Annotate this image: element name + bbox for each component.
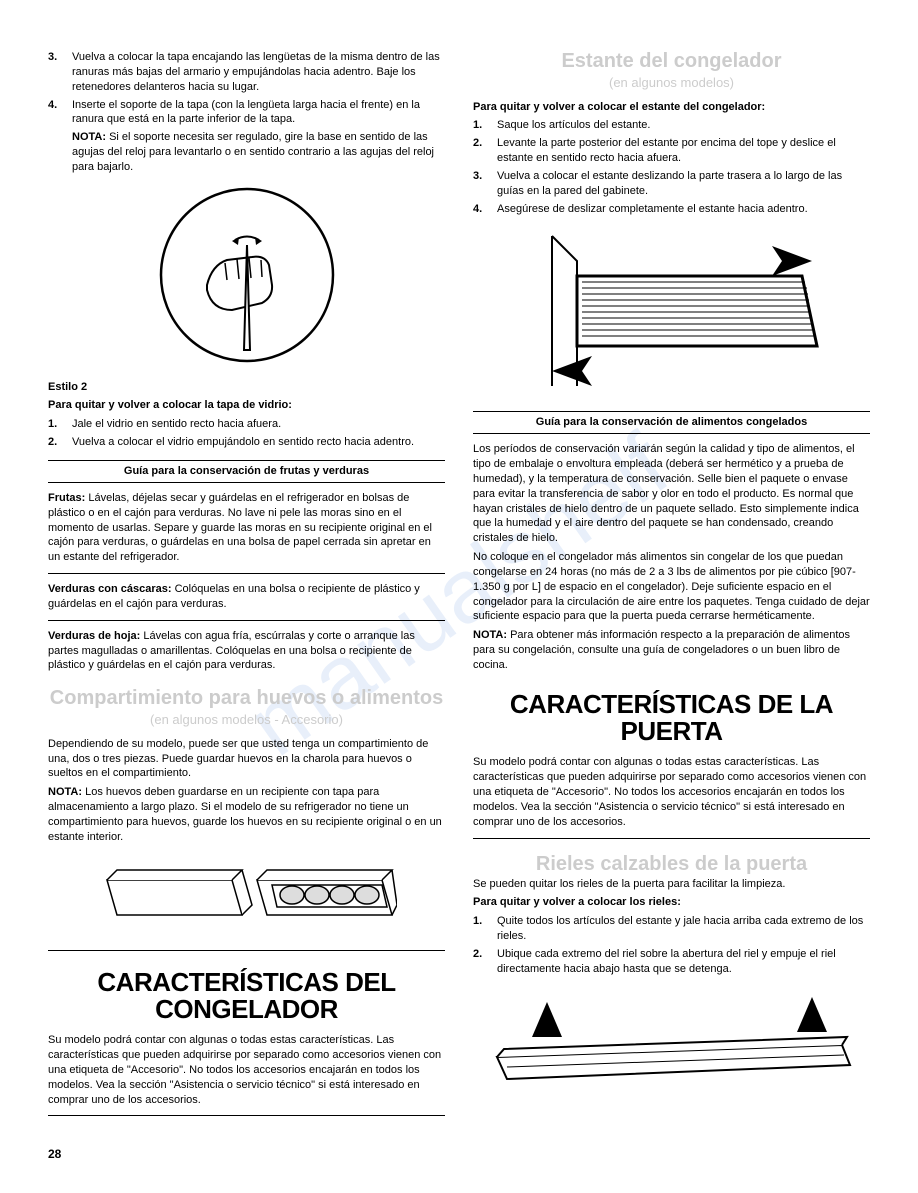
congelador-para: Su modelo podrá contar con algunas o tod… — [48, 1033, 445, 1107]
congelador-title: CARACTERÍSTICAS DEL CONGELADOR — [48, 969, 445, 1024]
guia-cong-nota: NOTA: Para obtener más información respe… — [473, 628, 870, 673]
nota-label: NOTA: — [473, 629, 507, 641]
list-item: 2.Levante la parte posterior del estante… — [473, 136, 870, 166]
guia-cong-nota-text: Para obtener más información respecto a … — [473, 629, 850, 671]
estante-para-heading: Para quitar y volver a colocar el estant… — [473, 100, 870, 115]
list-item: 1.Saque los artículos del estante. — [473, 118, 870, 133]
estante-steps: 1.Saque los artículos del estante. 2.Lev… — [473, 118, 870, 216]
figure-egg-containers — [48, 855, 445, 940]
step-text: Quite todos los artículos del estante y … — [497, 914, 870, 944]
figure-freezer-shelf — [473, 226, 870, 401]
list-item: 2.Vuelva a colocar el vidrio empujándolo… — [48, 435, 445, 450]
list-item: 1.Quite todos los artículos del estante … — [473, 914, 870, 944]
rieles-title: Rieles calzables de la puerta — [473, 853, 870, 875]
step-text: Vuelva a colocar el vidrio empujándolo e… — [72, 435, 445, 450]
compartimiento-subtitle: (en algunos modelos - Accesorio) — [48, 711, 445, 729]
frutas-label: Frutas: — [48, 492, 85, 504]
figure-door-rails — [473, 987, 870, 1112]
step-text: Saque los artículos del estante. — [497, 118, 870, 133]
figure-hand-adjust — [48, 185, 445, 370]
divider — [473, 838, 870, 839]
list-item: 4.Inserte el soporte de la tapa (con la … — [48, 98, 445, 128]
list-item: 3.Vuelva a colocar el estante deslizando… — [473, 169, 870, 199]
step-text: Vuelva a colocar la tapa encajando las l… — [72, 50, 445, 95]
rieles-steps: 1.Quite todos los artículos del estante … — [473, 914, 870, 976]
list-item: 3.Vuelva a colocar la tapa encajando las… — [48, 50, 445, 95]
step-number: 3. — [48, 50, 72, 95]
step-text: Vuelva a colocar el estante deslizando l… — [497, 169, 870, 199]
estilo2-steps: 1.Jale el vidrio en sentido recto hacia … — [48, 417, 445, 450]
step-number: 4. — [473, 202, 497, 217]
divider — [48, 573, 445, 574]
step-number: 1. — [473, 914, 497, 944]
list-item: 2.Ubique cada extremo del riel sobre la … — [473, 947, 870, 977]
right-column: Estante del congelador (en algunos model… — [473, 50, 870, 1163]
guia-cong-p1: Los períodos de conservación variarán se… — [473, 442, 870, 546]
puerta-para: Su modelo podrá contar con algunas o tod… — [473, 755, 870, 829]
frutas-text: Lávelas, déjelas secar y guárdelas en el… — [48, 492, 432, 563]
rieles-p1: Se pueden quitar los rieles de la puerta… — [473, 877, 870, 892]
rieles-para-heading: Para quitar y volver a colocar los riele… — [473, 895, 870, 910]
step-number: 2. — [48, 435, 72, 450]
top-steps-list: 3.Vuelva a colocar la tapa encajando las… — [48, 50, 445, 127]
frutas-para: Frutas: Lávelas, déjelas secar y guárdel… — [48, 491, 445, 565]
step-text: Jale el vidrio en sentido recto hacia af… — [72, 417, 445, 432]
nota-label: NOTA: — [48, 786, 82, 798]
step-number: 1. — [48, 417, 72, 432]
estante-title: Estante del congelador — [473, 50, 870, 72]
compart-nota-text: Los huevos deben guardarse en un recipie… — [48, 786, 442, 843]
step-number: 1. — [473, 118, 497, 133]
page-number: 28 — [48, 1146, 445, 1162]
compart-nota: NOTA: Los huevos deben guardarse en un r… — [48, 785, 445, 844]
step-text: Ubique cada extremo del riel sobre la ab… — [497, 947, 870, 977]
compart-p1: Dependiendo de su modelo, puede ser que … — [48, 737, 445, 782]
step-text: Asegúrese de deslizar completamente el e… — [497, 202, 870, 217]
left-column: 3.Vuelva a colocar la tapa encajando las… — [48, 50, 445, 1163]
nota-text: Si el soporte necesita ser regulado, gir… — [72, 131, 434, 173]
step-number: 2. — [473, 136, 497, 166]
step-text: Levante la parte posterior del estante p… — [497, 136, 870, 166]
nota-label: NOTA: — [72, 131, 106, 143]
estilo2-heading: Estilo 2 — [48, 380, 445, 395]
list-item: 4.Asegúrese de deslizar completamente el… — [473, 202, 870, 217]
guia-cong-p2: No coloque en el congelador más alimento… — [473, 550, 870, 624]
estilo2-subheading: Para quitar y volver a colocar la tapa d… — [48, 398, 445, 413]
verduras-hoja-para: Verduras de hoja: Lávelas con agua fría,… — [48, 629, 445, 674]
verduras-casc-para: Verduras con cáscaras: Colóquelas en una… — [48, 582, 445, 612]
step-text: Inserte el soporte de la tapa (con la le… — [72, 98, 445, 128]
step-number: 4. — [48, 98, 72, 128]
step-number: 3. — [473, 169, 497, 199]
step-number: 2. — [473, 947, 497, 977]
compartimiento-title: Compartimiento para huevos o alimentos — [48, 687, 445, 709]
puerta-title: CARACTERÍSTICAS DE LA PUERTA — [473, 691, 870, 746]
verduras-hoja-label: Verduras de hoja: — [48, 630, 140, 642]
estante-subtitle: (en algunos modelos) — [473, 74, 870, 92]
verduras-casc-label: Verduras con cáscaras: — [48, 583, 172, 595]
guia-frutas-header: Guía para la conservación de frutas y ve… — [48, 460, 445, 483]
nota-top: NOTA: Si el soporte necesita ser regulad… — [48, 130, 445, 175]
divider — [48, 1115, 445, 1116]
list-item: 1.Jale el vidrio en sentido recto hacia … — [48, 417, 445, 432]
guia-cong-header: Guía para la conservación de alimentos c… — [473, 411, 870, 434]
divider — [48, 950, 445, 951]
divider — [48, 620, 445, 621]
